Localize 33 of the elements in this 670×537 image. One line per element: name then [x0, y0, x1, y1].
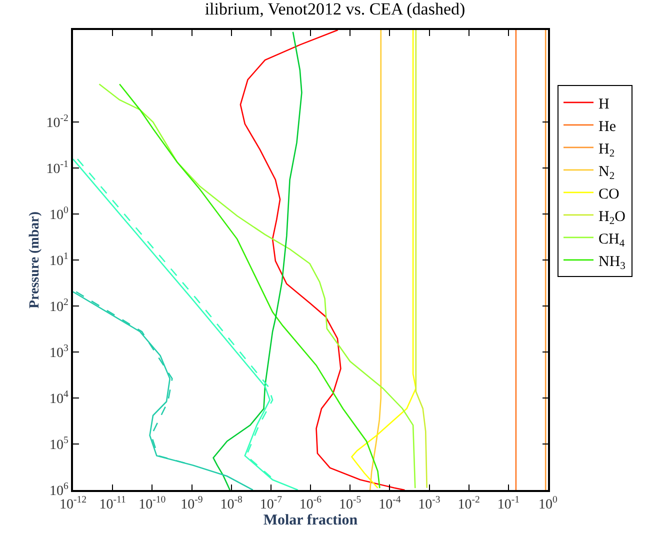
y-tick-label: 10$^{4}$ [50, 389, 69, 407]
legend-label: H$_{2}$O [598, 208, 626, 227]
legend-label: NH$_{3}$ [598, 254, 626, 272]
x-tick-label: 10$^{-8}$ [220, 494, 243, 513]
line-series [415, 30, 428, 489]
x-tick-label: 10$^{-5}$ [338, 494, 362, 513]
x-tick-label: 10$^{-9}$ [180, 494, 203, 513]
x-tick-label: 10$^{-3}$ [418, 494, 440, 513]
legend-label: CH$_{4}$ [598, 231, 626, 250]
x-tick-label: 10$^{0}$ [538, 494, 558, 513]
x-tick-label: 10$^{-7}$ [260, 494, 282, 513]
y-tick-label: 10$^{1}$ [50, 251, 69, 269]
y-tick-label: 10$^{-2}$ [46, 113, 69, 131]
y-tick-label: 10$^{-1}$ [46, 159, 69, 177]
y-tick-label: 10$^{3}$ [50, 343, 69, 361]
chart-title: ilibrium, Venot2012 vs. CEA (dashed) [204, 0, 466, 19]
legend-label: H [598, 96, 610, 112]
line-series [369, 30, 382, 490]
y-axis-title: Pressure (mbar) [27, 211, 42, 309]
y-tick-label: 10$^{2}$ [50, 297, 69, 315]
legend-label: N$_{2}$ [598, 164, 615, 182]
x-tick-label: 10$^{-10}$ [138, 494, 166, 513]
y-tick-label: 10$^{0}$ [50, 205, 69, 223]
x-tick-label: 10$^{-6}$ [299, 494, 322, 513]
x-tick-label: 10$^{-11}$ [99, 494, 126, 513]
legend-label: H$_{2}$ [598, 141, 615, 160]
legend-label: He [598, 118, 616, 135]
x-tick-label: 10$^{-2}$ [458, 494, 480, 513]
x-tick-label: 10$^{-1}$ [497, 494, 520, 513]
x-tick-label: 10$^{-4}$ [378, 494, 401, 513]
legend-label: CO [598, 186, 620, 202]
x-axis-title: Molar fraction [263, 512, 358, 529]
y-tick-label: 10$^{5}$ [50, 435, 69, 453]
